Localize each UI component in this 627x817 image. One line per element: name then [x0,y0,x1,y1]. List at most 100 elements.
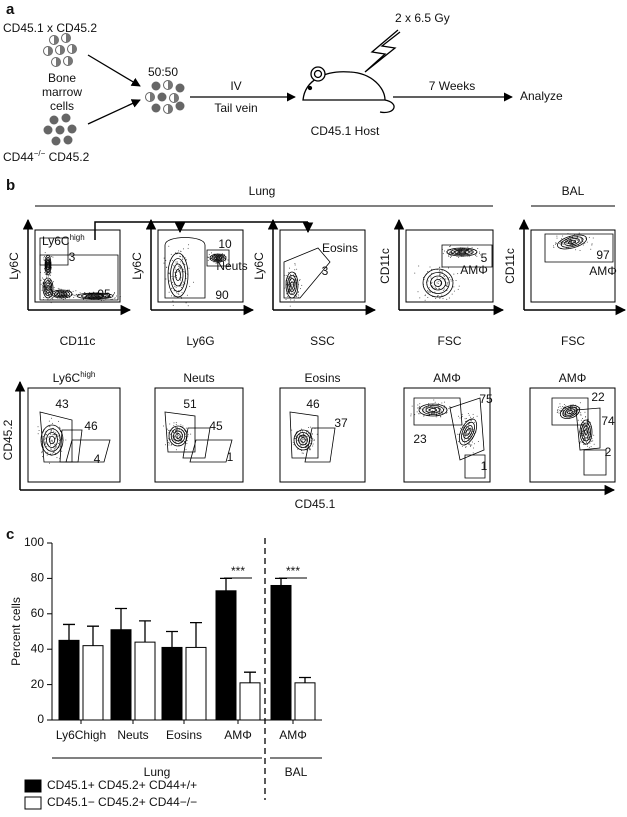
event-dot [441,294,443,296]
event-dot [52,433,54,435]
event-dot [178,268,180,270]
event-dot [58,420,60,422]
event-dot [185,302,187,304]
event-dot [431,268,433,270]
contour [425,406,441,414]
event-dot [173,432,175,434]
event-dot [443,407,445,409]
contour [81,293,109,299]
event-dot [440,271,442,273]
y-axis-label: Ly6C [130,252,144,280]
event-dot [438,409,440,411]
event-dot [179,265,181,267]
event-dot [585,432,587,434]
event-dot [50,302,52,304]
event-dot [287,272,289,274]
event-dot [227,259,229,261]
event-dot [50,431,52,433]
irradiation: 2 x 6.5 Gy [395,11,450,25]
flow-plot: Eosins 46 37 [279,371,366,483]
y-tick-label: 80 [31,571,45,585]
event-dot [58,443,60,445]
cell [67,124,77,134]
contour [298,434,308,446]
event-dot [51,439,53,441]
contour [564,408,576,416]
gate [289,411,319,459]
event-dot [434,291,436,293]
event-dot [417,404,419,406]
event-dot [193,281,195,283]
event-dot [584,416,586,418]
contour [215,256,221,260]
gate [441,244,493,268]
event-dot [457,252,459,254]
event-dot [50,444,52,446]
cell [157,92,167,102]
event-dot [576,237,578,239]
x-axis-label: CD11c [60,334,96,348]
event-dot [224,260,226,262]
event-dot [581,417,583,419]
event-dot [173,290,175,292]
gate-label: 1 [481,459,488,473]
event-dot [466,250,468,252]
gate-label: 46 [84,419,98,433]
event-dot [463,251,465,253]
event-dot [474,421,476,423]
event-dot [169,423,171,425]
gate [551,397,589,426]
cell [174,93,179,103]
gate [413,397,463,426]
event-dot [446,283,448,285]
contour [429,408,437,412]
radiation [364,29,401,73]
event-dot [414,414,416,416]
event-dot [427,280,429,282]
event-dot [100,295,102,297]
event-dot [89,295,91,297]
event-dot [290,288,292,290]
event-dot [586,418,588,420]
event-dot [460,427,462,429]
event-dot [178,444,180,446]
event-dot [166,428,168,430]
event-dot [302,430,304,432]
event-dot [563,406,565,408]
event-dot [292,442,294,444]
event-dot [115,295,117,297]
event-dot [440,416,442,418]
event-dot [301,436,303,438]
event-dot [183,270,185,272]
gate [304,427,336,463]
event-dot [162,425,164,427]
event-dot [420,408,422,410]
event-dot [309,448,311,450]
event-dot [445,278,447,280]
event-dot [176,435,178,437]
event-dot [556,237,558,239]
event-dot [442,253,444,255]
event-dot [445,412,447,414]
event-dot [470,251,472,253]
event-dot [431,284,433,286]
event-dot [178,293,180,295]
gate-label: 10 [218,237,232,251]
contour [560,236,584,248]
event-dot [292,289,294,291]
gate [59,429,83,463]
event-dot [49,462,51,464]
event-dot [418,413,420,415]
cell [72,44,77,54]
gate [189,439,233,463]
contour [458,418,478,446]
event-dot [579,249,581,251]
event-dot [289,278,291,280]
x-axis-label: FSC [561,334,585,348]
event-dot [299,445,301,447]
y-tick-label: 0 [37,712,44,726]
event-dot [221,253,223,255]
event-dot [436,277,438,279]
event-dot [444,401,446,403]
event-dot [461,415,463,417]
